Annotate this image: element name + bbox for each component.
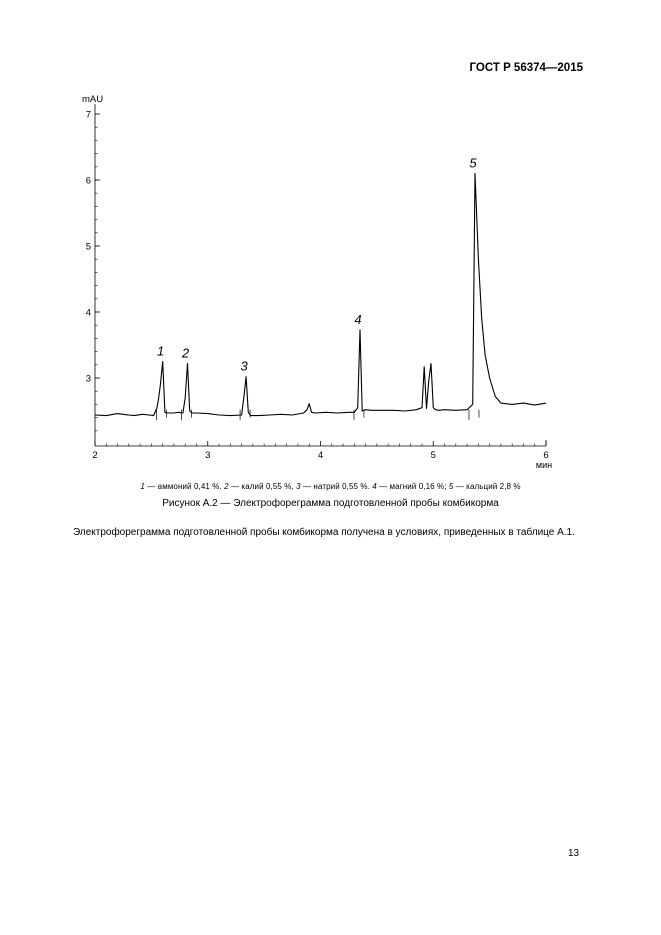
chart-series xyxy=(94,172,547,421)
y-axis-label: mAU xyxy=(82,94,103,105)
electropherogram-trace xyxy=(94,172,547,417)
figure-caption: Рисунок А.2 — Электрофореграмма подготов… xyxy=(162,498,499,509)
legend-text: — калий 0,55 %, xyxy=(228,482,297,491)
peak-label: 1 xyxy=(157,344,164,359)
legend-num: 1 xyxy=(140,482,145,491)
y-tick-label: 7 xyxy=(86,110,91,121)
peak-label: 5 xyxy=(469,155,477,170)
y-tick-label: 6 xyxy=(86,176,91,187)
peak-label: 4 xyxy=(354,312,361,327)
chart-axes xyxy=(94,104,547,447)
y-tick-label: 3 xyxy=(86,374,91,385)
y-tick-label: 5 xyxy=(86,242,91,253)
x-tick-label: 2 xyxy=(92,450,97,461)
x-tick-label: 5 xyxy=(431,450,436,461)
legend-text: — кальций 2,8 % xyxy=(453,482,521,491)
x-tick-label: 6 xyxy=(543,450,548,461)
x-tick-label: 3 xyxy=(205,450,210,461)
document-code: ГОСТ Р 56374—2015 xyxy=(469,62,583,74)
peak-label: 3 xyxy=(240,359,248,374)
legend-text: — магний 0,16 %; xyxy=(376,482,449,491)
chart-peak-labels: 1 2 3 4 5 xyxy=(157,155,477,373)
page-number: 13 xyxy=(568,848,580,859)
y-tick-label: 4 xyxy=(86,308,91,319)
legend-num: 5 xyxy=(448,482,454,491)
legend-num: 3 xyxy=(296,482,301,491)
legend-text: — аммоний 0,41 %. xyxy=(144,482,225,491)
body-paragraph: Электрофореграмма подготовленной пробы к… xyxy=(73,527,575,538)
x-axis-label: мин xyxy=(536,460,552,470)
legend-item-3: 3 — натрий 0,55 %. xyxy=(296,482,372,491)
legend-item-1: 1 — аммоний 0,41 %. xyxy=(140,482,224,491)
legend-num: 2 xyxy=(224,482,229,491)
legend-item-5: 5 — кальций 2,8 % xyxy=(449,482,521,491)
peak-label: 2 xyxy=(181,345,190,360)
legend-num: 4 xyxy=(372,482,377,491)
figure-legend: 1 — аммоний 0,41 %. 2 — калий 0,55 %, 3 … xyxy=(0,482,661,491)
legend-item-4: 4 — магний 0,16 %; xyxy=(372,482,449,491)
x-tick-label: 4 xyxy=(318,450,323,461)
legend-item-2: 2 — калий 0,55 %, xyxy=(224,482,296,491)
legend-text: — натрий 0,55 %. xyxy=(300,482,373,491)
